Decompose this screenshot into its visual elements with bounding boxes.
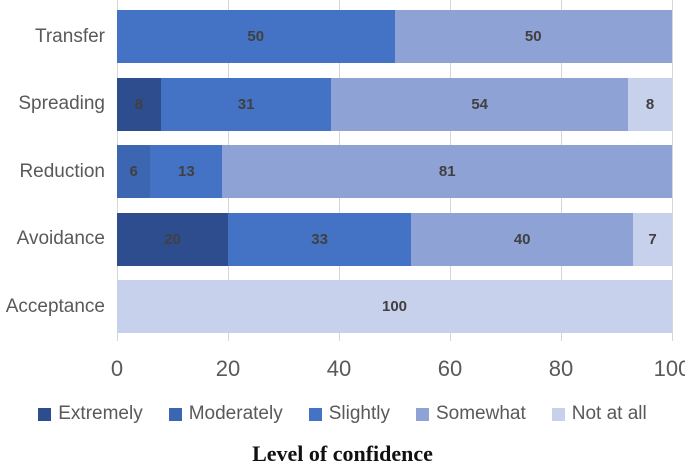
table-row: Transfer 50 50 [0,10,672,63]
bar-segment: 8 [628,77,672,131]
legend: Extremely Moderately Slightly Somewhat Not a… [0,403,685,425]
legend-label: Moderately [188,403,283,424]
value-label: 20 [164,230,181,248]
legend-item: Slightly [308,403,390,425]
table-row: Avoidance 20 33 40 7 [0,212,672,266]
x-tick-label: 80 [548,356,574,381]
value-label: 50 [524,28,542,45]
table-row: Reduction 6 13 81 [0,145,672,199]
bar-segment: 6 [117,145,151,199]
legend-swatch-icon [38,407,52,421]
value-label: 13 [178,163,195,181]
bar-segment: 33 [228,212,412,266]
category-label: Avoidance [16,228,105,250]
x-tick-label: 40 [326,356,352,381]
legend-swatch-icon [415,407,429,421]
legend-label: Somewhat [435,403,526,424]
value-label: 54 [471,95,488,113]
gridline [672,0,673,341]
category-label: Spreading [18,93,105,115]
table-row: Acceptance 100 [0,280,672,334]
value-label: 33 [311,230,328,248]
category-label: Acceptance [5,295,105,317]
x-tick-label: 0 [110,356,124,381]
x-tick-label: 100 [653,356,685,381]
legend-swatch-icon [168,407,182,421]
value-label: 31 [237,95,255,113]
value-label: 6 [129,163,138,181]
legend-label: Extremely [58,403,143,424]
bar-track: 100 [117,280,672,334]
value-label: 8 [645,95,655,113]
bar-segment: 7 [633,212,672,266]
bar-segment: 31 [160,77,332,131]
bar-segment: 54 [331,77,629,131]
bar-track: 8 31 54 8 [117,77,672,131]
bar-segment: 81 [222,145,672,199]
bar-track: 20 33 40 7 [117,212,672,266]
x-tick-label: 60 [437,356,463,381]
bar-segment: 50 [394,10,672,63]
legend-item: Extremely [38,403,143,425]
bar-segment: 8 [117,77,161,131]
value-label: 50 [247,28,265,45]
legend-item: Moderately [168,403,283,425]
value-label: 7 [648,230,657,248]
legend-swatch-icon [551,407,565,421]
bar-segment: 50 [117,10,395,63]
table-row: Spreading 8 31 54 8 [0,77,672,131]
bar-track: 50 50 [117,10,672,63]
bar-segment: 20 [117,212,228,266]
legend-label: Not at all [571,403,647,424]
legend-swatch-icon [308,407,322,421]
value-label: 100 [381,298,408,316]
x-axis-title: Level of confidence [252,441,433,466]
legend-item: Not at all [551,403,647,425]
value-label: 81 [438,163,456,181]
bar-segment: 100 [117,280,672,334]
category-label: Reduction [19,160,105,182]
x-tick-label: 20 [215,356,241,381]
value-label: 40 [513,230,531,248]
bar-track: 6 13 81 [117,145,672,199]
bar-segment: 13 [150,145,223,199]
bar-segment: 40 [411,212,634,266]
legend-item: Somewhat [415,403,526,425]
category-label: Transfer [34,25,105,47]
legend-label: Slightly [328,403,390,424]
value-label: 8 [134,95,144,113]
